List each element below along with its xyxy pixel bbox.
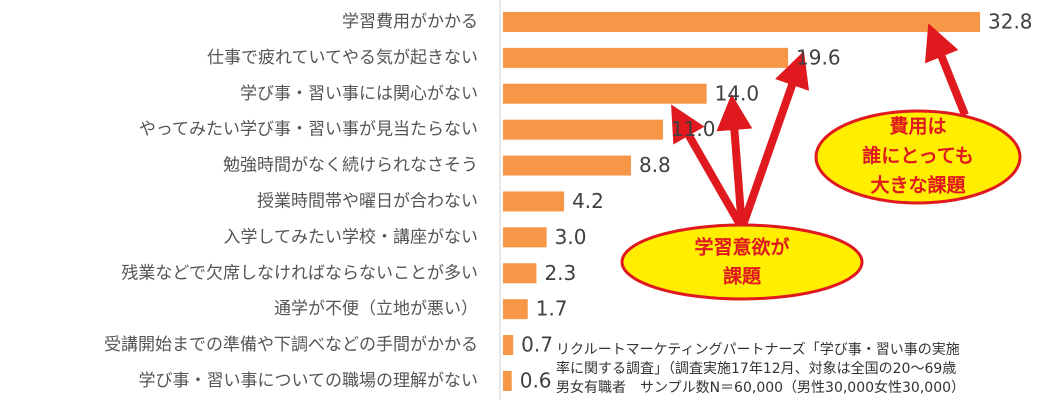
arrow [738, 51, 810, 230]
source-note: 男女有職者 サンプル数N＝60,000（男性30,000女性30,000） [556, 379, 965, 396]
value-label: 11.0 [671, 117, 716, 141]
category-label: 学び事・習い事についての職場の理解がない [139, 371, 479, 391]
category-label: 仕事で疲れていてやる気が起きない [207, 48, 478, 68]
source-note: リクルートマーケティングパートナーズ「学び事・習い事の実施 [556, 342, 960, 358]
category-label: やってみたい学び事・習い事が見当たらない [139, 120, 478, 140]
bar [503, 335, 514, 356]
arrow [924, 23, 969, 117]
value-label: 3.0 [555, 225, 587, 249]
value-label: 0.6 [520, 368, 552, 392]
callout-text: 費用は [889, 115, 946, 138]
overlay: 32.8 19.6 14.0 11.08.8 4.2 3.0 2.3 1.7 0.7 0.6 費用は… [520, 9, 1033, 396]
category-label: 入学してみたい学校・講座がない [224, 227, 479, 247]
bar [503, 191, 565, 212]
value-label: 14.0 [715, 81, 760, 105]
bar [503, 47, 789, 68]
bar [503, 119, 663, 140]
value-label: 4.2 [572, 189, 604, 213]
arrow [671, 104, 746, 230]
callout-text: 誰にとっても [862, 144, 974, 167]
category-label: 学び事・習い事には関心がない [240, 84, 478, 104]
category-label: 残業などで欠席しなければならないことが多い [121, 263, 478, 283]
value-label: 0.7 [521, 333, 553, 357]
bar [503, 263, 537, 284]
bars: 学習費用がかかる仕事で疲れていてやる気が起きない学び事・習い事には関心がないやっ… [104, 11, 981, 391]
value-label: 8.8 [639, 153, 671, 177]
bar [503, 299, 528, 320]
value-label: 32.8 [988, 9, 1033, 33]
bar [503, 11, 981, 32]
bar [503, 370, 512, 391]
value-label: 1.7 [536, 297, 568, 321]
callout-bubble [620, 223, 864, 301]
callout-text: 学習意欲が [694, 236, 789, 259]
category-label: 勉強時間がなく続けられなさそう [223, 156, 478, 176]
value-label: 19.6 [796, 45, 841, 69]
category-label: 受講開始までの準備や下調べなどの手間がかかる [104, 335, 478, 355]
source-note: 率に関する調査」（調査実施17年12月、対象は全国の20～69歳 [556, 360, 956, 377]
value-label: 2.3 [544, 261, 576, 285]
category-label: 授業時間帯や曜日が合わない [257, 191, 478, 211]
category-label: 学習費用がかかる [342, 12, 478, 32]
bar [503, 83, 707, 104]
arrows [671, 23, 969, 230]
callout-bubble [814, 109, 1022, 205]
bar [503, 227, 547, 248]
arrow [716, 94, 753, 229]
callout-text: 大きな課題 [870, 174, 966, 197]
category-label: 通学が不便（立地が悪い） [274, 299, 478, 319]
callout-text: 課題 [723, 265, 762, 288]
bar [503, 155, 631, 176]
